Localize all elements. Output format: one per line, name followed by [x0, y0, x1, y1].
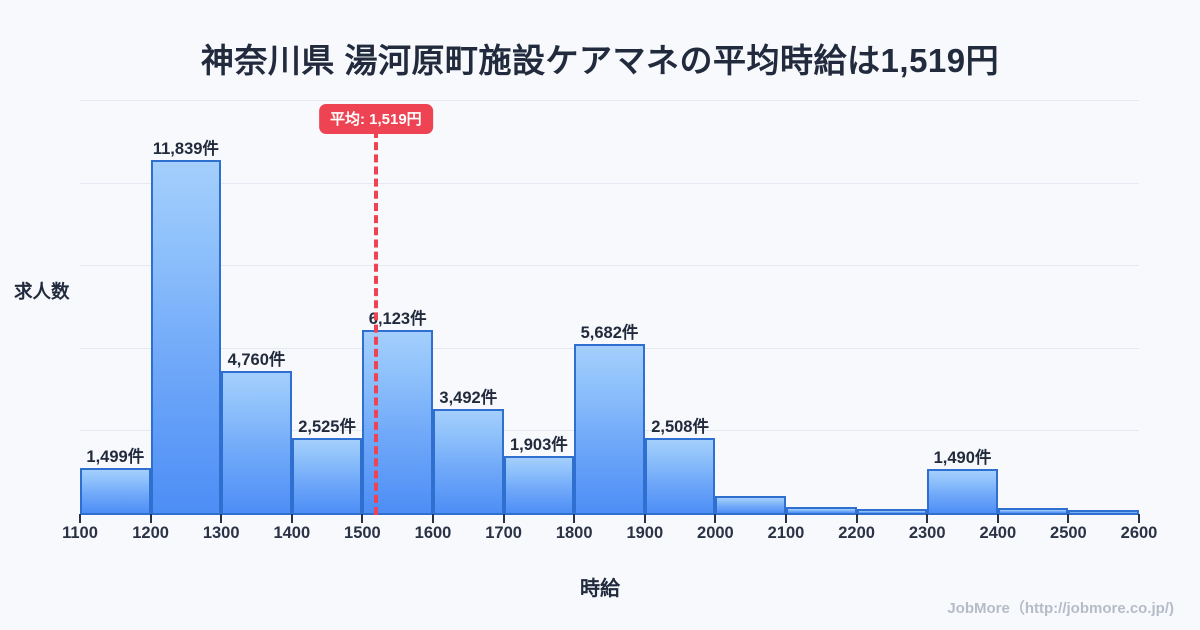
gridline	[80, 182, 1139, 184]
histogram-bar[interactable]	[644, 438, 716, 513]
average-vline	[373, 130, 378, 515]
footer-credit: JobMore（http://jobmore.co.jp/)	[947, 600, 1174, 617]
x-axis-tick-label: 2000	[697, 524, 734, 542]
average-badge: 平均: 1,519円	[318, 104, 433, 134]
x-axis-tick-label: 1500	[344, 524, 381, 542]
bar-value-label: 2,508件	[651, 418, 709, 437]
x-axis-tick	[502, 514, 505, 523]
bar-value-label: 6,123件	[368, 310, 427, 329]
x-axis-tick-label: 2200	[838, 524, 875, 542]
histogram-bar[interactable]	[574, 343, 645, 513]
histogram-bar[interactable]	[715, 496, 786, 513]
bar-value-label: 1,499件	[86, 448, 145, 467]
histogram-bar[interactable]	[433, 408, 504, 513]
bar-value-label: 4,760件	[227, 351, 286, 370]
x-axis-tick-label: 1800	[555, 524, 593, 542]
x-axis-tick	[855, 514, 858, 523]
x-axis-tick	[573, 514, 576, 523]
x-axis-tick-label: 2100	[767, 524, 805, 542]
x-axis-tick	[79, 514, 81, 523]
x-axis-tick	[149, 514, 152, 523]
histogram-bar[interactable]	[786, 507, 857, 513]
x-axis-tick-label: 2300	[908, 524, 946, 542]
histogram-bar[interactable]	[997, 507, 1069, 513]
x-axis-tick-label: 1700	[485, 524, 522, 542]
x-axis-tick	[926, 514, 929, 523]
histogram-bar[interactable]	[221, 371, 292, 513]
x-axis-tick	[220, 514, 223, 523]
x-axis-tick	[432, 514, 434, 523]
gridline	[80, 100, 1139, 101]
x-axis-tick	[290, 514, 293, 523]
x-axis-tick	[361, 514, 364, 523]
histogram-bar[interactable]	[150, 159, 222, 513]
x-axis-tick-label: 1200	[132, 524, 169, 542]
x-axis-tick-label: 1300	[202, 524, 240, 542]
gridline	[80, 265, 1139, 267]
x-axis-tick	[1067, 514, 1070, 523]
bar-value-label: 3,492件	[439, 388, 498, 407]
x-axis-tick	[1138, 514, 1140, 523]
histogram-bar[interactable]	[927, 468, 998, 513]
x-axis-tick-label: 1400	[273, 524, 311, 542]
histogram-bar[interactable]	[291, 437, 363, 513]
bar-value-label: 11,839件	[152, 139, 219, 158]
x-axis-tick	[785, 514, 787, 523]
histogram-bar[interactable]	[503, 456, 575, 513]
x-axis-title: 時給	[580, 578, 620, 600]
x-axis-tick-label: 2600	[1120, 524, 1158, 542]
page-title: 神奈川県 湯河原町施設ケアマネの平均時給は1,519円	[200, 42, 1000, 79]
histogram-bar[interactable]	[1068, 510, 1139, 513]
x-axis-tick-label: 1100	[62, 524, 98, 542]
x-axis-tick-label: 2500	[1050, 524, 1087, 542]
x-axis-tick	[996, 514, 999, 523]
x-axis-tick	[714, 514, 717, 523]
bar-value-label: 1,903件	[509, 436, 568, 455]
x-axis-tick-label: 2400	[979, 524, 1017, 542]
histogram-bar[interactable]	[80, 468, 151, 513]
plot-area: 1,499件 11,839件 4,760件 2,525件 6,123件 3,492件 1,9…	[80, 100, 1139, 513]
y-axis-title: 求人数	[14, 281, 70, 302]
x-axis-baseline	[80, 513, 1139, 515]
histogram-bar[interactable]	[856, 509, 928, 513]
bar-value-label: 2,525件	[298, 417, 356, 436]
x-axis-tick-label: 1600	[414, 524, 452, 542]
bar-value-label: 1,490件	[933, 448, 992, 467]
bar-value-label: 5,682件	[580, 323, 639, 342]
x-axis-tick-label: 1900	[626, 524, 664, 542]
x-axis-tick	[643, 514, 646, 523]
